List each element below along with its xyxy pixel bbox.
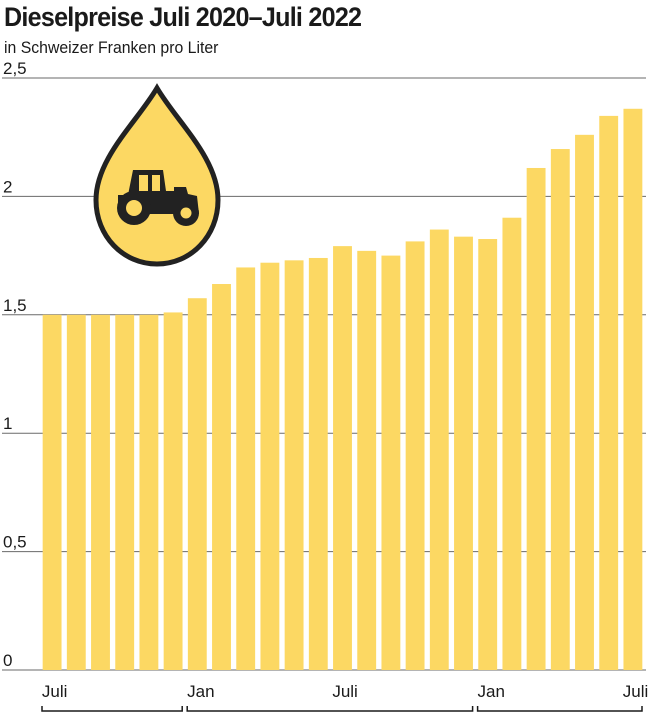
bar xyxy=(599,115,619,670)
oil-drop-tractor-icon xyxy=(93,83,221,267)
chart-title: Dieselpreise Juli 2020–Juli 2022 xyxy=(4,2,362,32)
y-tick-label: 0,5 xyxy=(3,533,27,552)
year-bracket xyxy=(186,706,474,712)
bar xyxy=(42,314,62,670)
year-bracket xyxy=(476,706,643,712)
x-tick-label: Juli xyxy=(42,682,68,701)
x-tick-label: Juli xyxy=(332,682,358,701)
bar xyxy=(502,217,522,670)
bar xyxy=(550,149,570,671)
bar xyxy=(357,250,377,670)
bar xyxy=(187,298,207,670)
x-axis-ticks: Juli Jan Juli Jan Juli xyxy=(42,682,648,701)
bar xyxy=(284,260,304,670)
bar xyxy=(163,312,183,670)
year-bracket xyxy=(41,706,183,712)
chart-subtitle: in Schweizer Franken pro Liter xyxy=(4,38,219,57)
bar xyxy=(575,134,594,670)
bar xyxy=(526,167,546,670)
x-tick-label: Jan xyxy=(187,682,214,701)
x-tick-label: Jan xyxy=(478,682,505,701)
y-tick-label: 2 xyxy=(3,177,12,196)
bar xyxy=(405,241,425,670)
y-tick-label: 2,5 xyxy=(3,59,27,78)
bar xyxy=(260,262,280,670)
y-tick-label: 0 xyxy=(3,651,12,670)
bar xyxy=(454,236,473,670)
bar xyxy=(66,314,86,670)
y-axis-ticks: 0 0,5 1 1,5 2 2,5 xyxy=(3,59,27,670)
x-tick-label: Juli xyxy=(623,682,649,701)
bar xyxy=(115,314,135,670)
bar xyxy=(429,229,449,670)
bar xyxy=(91,314,110,670)
bar xyxy=(236,267,256,670)
bar xyxy=(381,255,401,670)
bar xyxy=(623,108,643,670)
bars xyxy=(42,108,643,671)
y-tick-label: 1 xyxy=(3,414,12,433)
bar xyxy=(333,246,352,671)
y-tick-label: 1,5 xyxy=(3,296,27,315)
bar xyxy=(212,284,231,670)
bar xyxy=(478,239,498,671)
bar xyxy=(308,257,328,670)
year-brackets xyxy=(41,706,643,712)
bar xyxy=(139,314,159,670)
